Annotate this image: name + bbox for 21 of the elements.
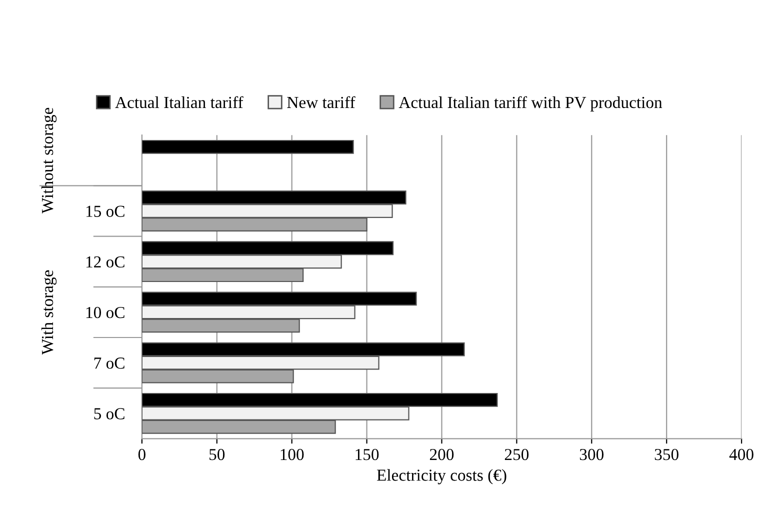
y-tick-label: 10 oC [86, 306, 124, 318]
legend-label: New tariff [287, 96, 356, 108]
legend-label: Actual Italian tariff with PV production [398, 96, 662, 112]
x-tick-label: 400 [729, 448, 754, 460]
x-tick-label: 100 [280, 448, 304, 460]
x-tick-label: 50 [210, 448, 225, 460]
y-tick-label: 7 oC [94, 358, 124, 369]
x-tick-label: 250 [504, 448, 529, 460]
y-tick-label: 12 oC [86, 256, 124, 268]
y-tick-label: 15 oC [86, 206, 124, 217]
x-tick-label: 150 [356, 448, 379, 460]
text: With storage [41, 270, 57, 355]
x-tick-label: 0 [138, 448, 146, 460]
y-tick-label: 5 oC [94, 408, 124, 420]
bar [142, 140, 354, 154]
x-tick-label: 200 [430, 448, 454, 460]
x-tick-label: 300 [580, 448, 604, 460]
legend-label: Actual Italian tariff [115, 96, 244, 108]
text: Without storage [41, 108, 57, 214]
x-axis-title: Electricity costs (€) [376, 469, 506, 484]
x-tick-label: 350 [654, 448, 678, 460]
